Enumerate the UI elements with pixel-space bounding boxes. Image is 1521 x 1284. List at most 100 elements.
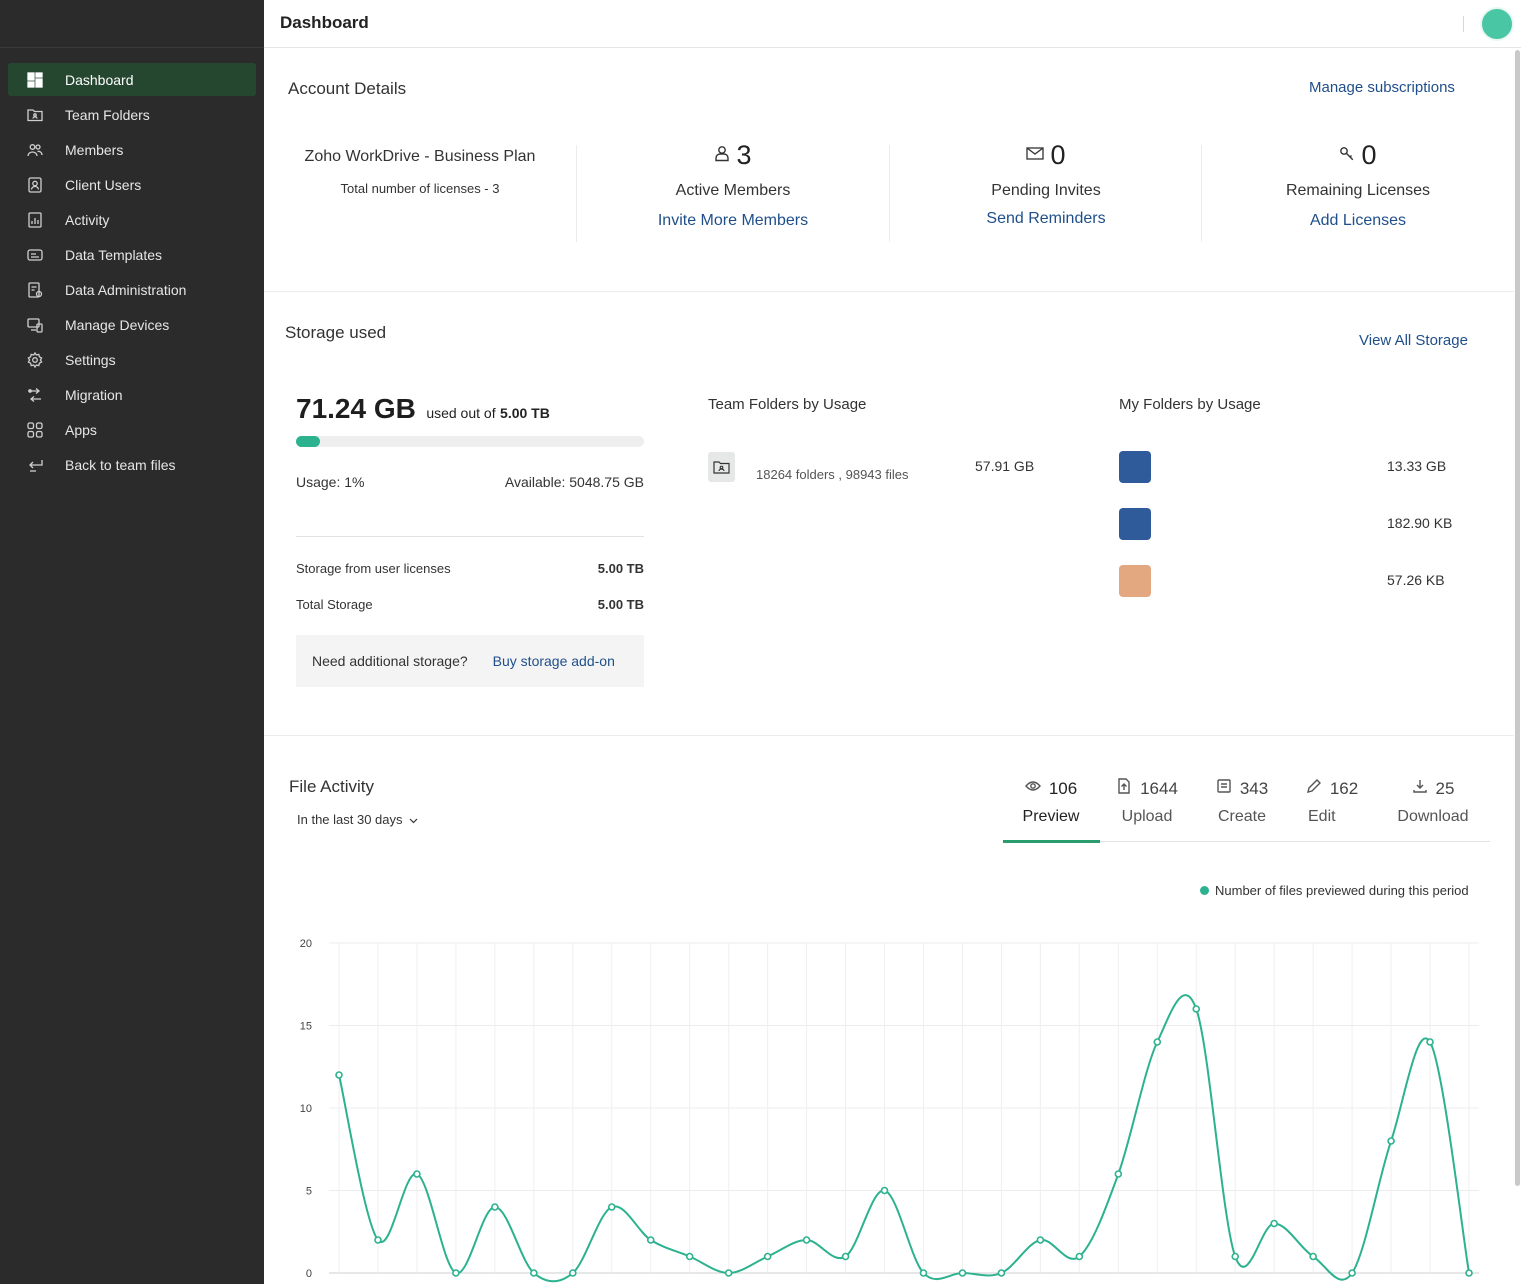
create-count: 343 xyxy=(1239,778,1269,798)
manage-subscriptions-link[interactable]: Manage subscriptions xyxy=(1309,79,1455,96)
data-point xyxy=(1114,1170,1123,1178)
sidebar-item-data-administration[interactable]: Data Administration xyxy=(8,273,256,306)
client-user-icon xyxy=(26,176,44,194)
apps-icon xyxy=(26,421,44,439)
sidebar-item-manage-devices[interactable]: Manage Devices xyxy=(8,308,256,341)
upload-label: Upload xyxy=(1121,808,1173,825)
tabs-underline xyxy=(1003,841,1490,842)
sidebar-item-team-folders[interactable]: Team Folders xyxy=(8,98,256,131)
sidebar-item-client-users[interactable]: Client Users xyxy=(8,168,256,201)
data-admin-icon xyxy=(26,281,44,299)
sidebar: Dashboard Team Folders Members Client Users… xyxy=(0,0,264,1284)
invite-members-link[interactable]: Invite More Members xyxy=(657,212,809,229)
data-point xyxy=(1153,1038,1162,1046)
pending-invites-card: 0 Pending Invites Send Reminders xyxy=(891,140,1201,244)
legend-label: Number of files previewed during this pe… xyxy=(1215,883,1469,898)
sidebar-item-settings[interactable]: Settings xyxy=(8,343,256,376)
data-point xyxy=(530,1269,538,1277)
upload-icon xyxy=(1116,778,1132,799)
sidebar-item-label: Data Administration xyxy=(65,281,187,298)
avatar[interactable] xyxy=(1480,7,1514,41)
pending-invites-label: Pending Invites xyxy=(991,182,1101,199)
my-folders-usage-title: My Folders by Usage xyxy=(1119,396,1261,413)
team-folder-size: 57.91 GB xyxy=(975,458,1035,474)
send-reminders-link[interactable]: Send Reminders xyxy=(986,210,1106,227)
data-point xyxy=(685,1252,694,1261)
tab-upload[interactable]: 1644 Upload xyxy=(1112,778,1182,826)
y-tick-label: 0 xyxy=(306,1268,312,1280)
series-line xyxy=(338,994,1470,1283)
scrollbar[interactable] xyxy=(1514,48,1521,1188)
legend-dot xyxy=(1200,886,1209,895)
total-storage-label: Total Storage xyxy=(296,597,373,612)
data-point xyxy=(880,1186,889,1195)
preview-label: Preview xyxy=(1022,808,1080,825)
preview-count: 106 xyxy=(1048,778,1078,798)
tab-preview[interactable]: 106 Preview xyxy=(1016,778,1086,826)
my-folder-size: 182.90 KB xyxy=(1387,515,1453,531)
view-all-storage-link[interactable]: View All Storage xyxy=(1359,332,1468,349)
plan-name: Zoho WorkDrive - Business Plan xyxy=(304,148,536,165)
sidebar-item-label: Team Folders xyxy=(65,106,150,123)
upload-count: 1644 xyxy=(1140,778,1178,798)
data-point xyxy=(646,1236,655,1244)
download-label: Download xyxy=(1397,808,1469,825)
sidebar-item-activity[interactable]: Activity xyxy=(8,203,256,236)
header-divider xyxy=(1463,16,1464,32)
chevron-down-icon xyxy=(409,812,418,827)
tab-edit[interactable]: 162 Edit xyxy=(1302,778,1362,826)
data-point xyxy=(413,1170,421,1178)
account-details-title: Account Details xyxy=(288,79,407,98)
top-header: Dashboard xyxy=(264,0,1521,48)
create-icon xyxy=(1216,778,1232,799)
license-storage-label: Storage from user licenses xyxy=(296,561,451,576)
sidebar-item-back-to-team-files[interactable]: Back to team files xyxy=(8,448,256,481)
folder-color-swatch xyxy=(1119,451,1151,483)
data-point xyxy=(374,1236,382,1244)
data-point xyxy=(841,1252,850,1261)
data-point xyxy=(1309,1252,1317,1261)
sidebar-item-members[interactable]: Members xyxy=(8,133,256,166)
migration-icon xyxy=(26,386,44,404)
section-separator xyxy=(264,291,1514,292)
add-licenses-link[interactable]: Add Licenses xyxy=(1309,212,1407,229)
tab-create[interactable]: 343 Create xyxy=(1208,778,1276,826)
buy-storage-addon-link[interactable]: Buy storage add-on xyxy=(492,653,615,669)
tab-download[interactable]: 25 Download xyxy=(1392,778,1474,826)
used-out-of-text: used out of xyxy=(426,405,496,421)
file-activity-title: File Activity xyxy=(289,777,375,796)
sidebar-item-dashboard[interactable]: Dashboard xyxy=(8,63,256,96)
data-point xyxy=(997,1269,1006,1277)
data-point xyxy=(607,1203,616,1211)
licenses-count: Total number of licenses - 3 xyxy=(340,181,500,196)
sidebar-item-label: Dashboard xyxy=(65,71,134,88)
devices-icon xyxy=(26,316,44,334)
envelope-icon xyxy=(1026,146,1045,165)
y-tick-label: 5 xyxy=(306,1186,312,1198)
period-dropdown[interactable]: In the last 30 days xyxy=(297,812,418,827)
members-icon xyxy=(26,141,44,159)
data-point xyxy=(1426,1038,1434,1046)
remaining-licenses-card: 0 Remaining Licenses Add Licenses xyxy=(1203,140,1513,244)
sidebar-item-label: Manage Devices xyxy=(65,316,170,333)
sidebar-item-data-templates[interactable]: Data Templates xyxy=(8,238,256,271)
sidebar-item-label: Back to team files xyxy=(65,456,176,473)
my-folder-size: 13.33 GB xyxy=(1387,458,1447,474)
data-point xyxy=(958,1269,967,1277)
data-point xyxy=(763,1252,772,1261)
activity-icon xyxy=(26,211,44,229)
pencil-icon xyxy=(1306,778,1322,799)
sidebar-item-apps[interactable]: Apps xyxy=(8,413,256,446)
y-tick-label: 20 xyxy=(300,938,312,950)
edit-count: 162 xyxy=(1329,778,1359,798)
page-title: Dashboard xyxy=(280,13,369,32)
remaining-licenses-label: Remaining Licenses xyxy=(1285,182,1431,199)
scrollbar-thumb[interactable] xyxy=(1515,50,1520,1186)
team-folder-summary: 18264 folders , 98943 files xyxy=(756,467,909,482)
team-folder-icon xyxy=(26,106,44,124)
storage-progress-bar xyxy=(296,436,644,447)
edit-label: Edit xyxy=(1308,808,1336,825)
data-point xyxy=(1036,1236,1045,1244)
sidebar-item-migration[interactable]: Migration xyxy=(8,378,256,411)
chart-legend: Number of files previewed during this pe… xyxy=(1200,883,1469,898)
